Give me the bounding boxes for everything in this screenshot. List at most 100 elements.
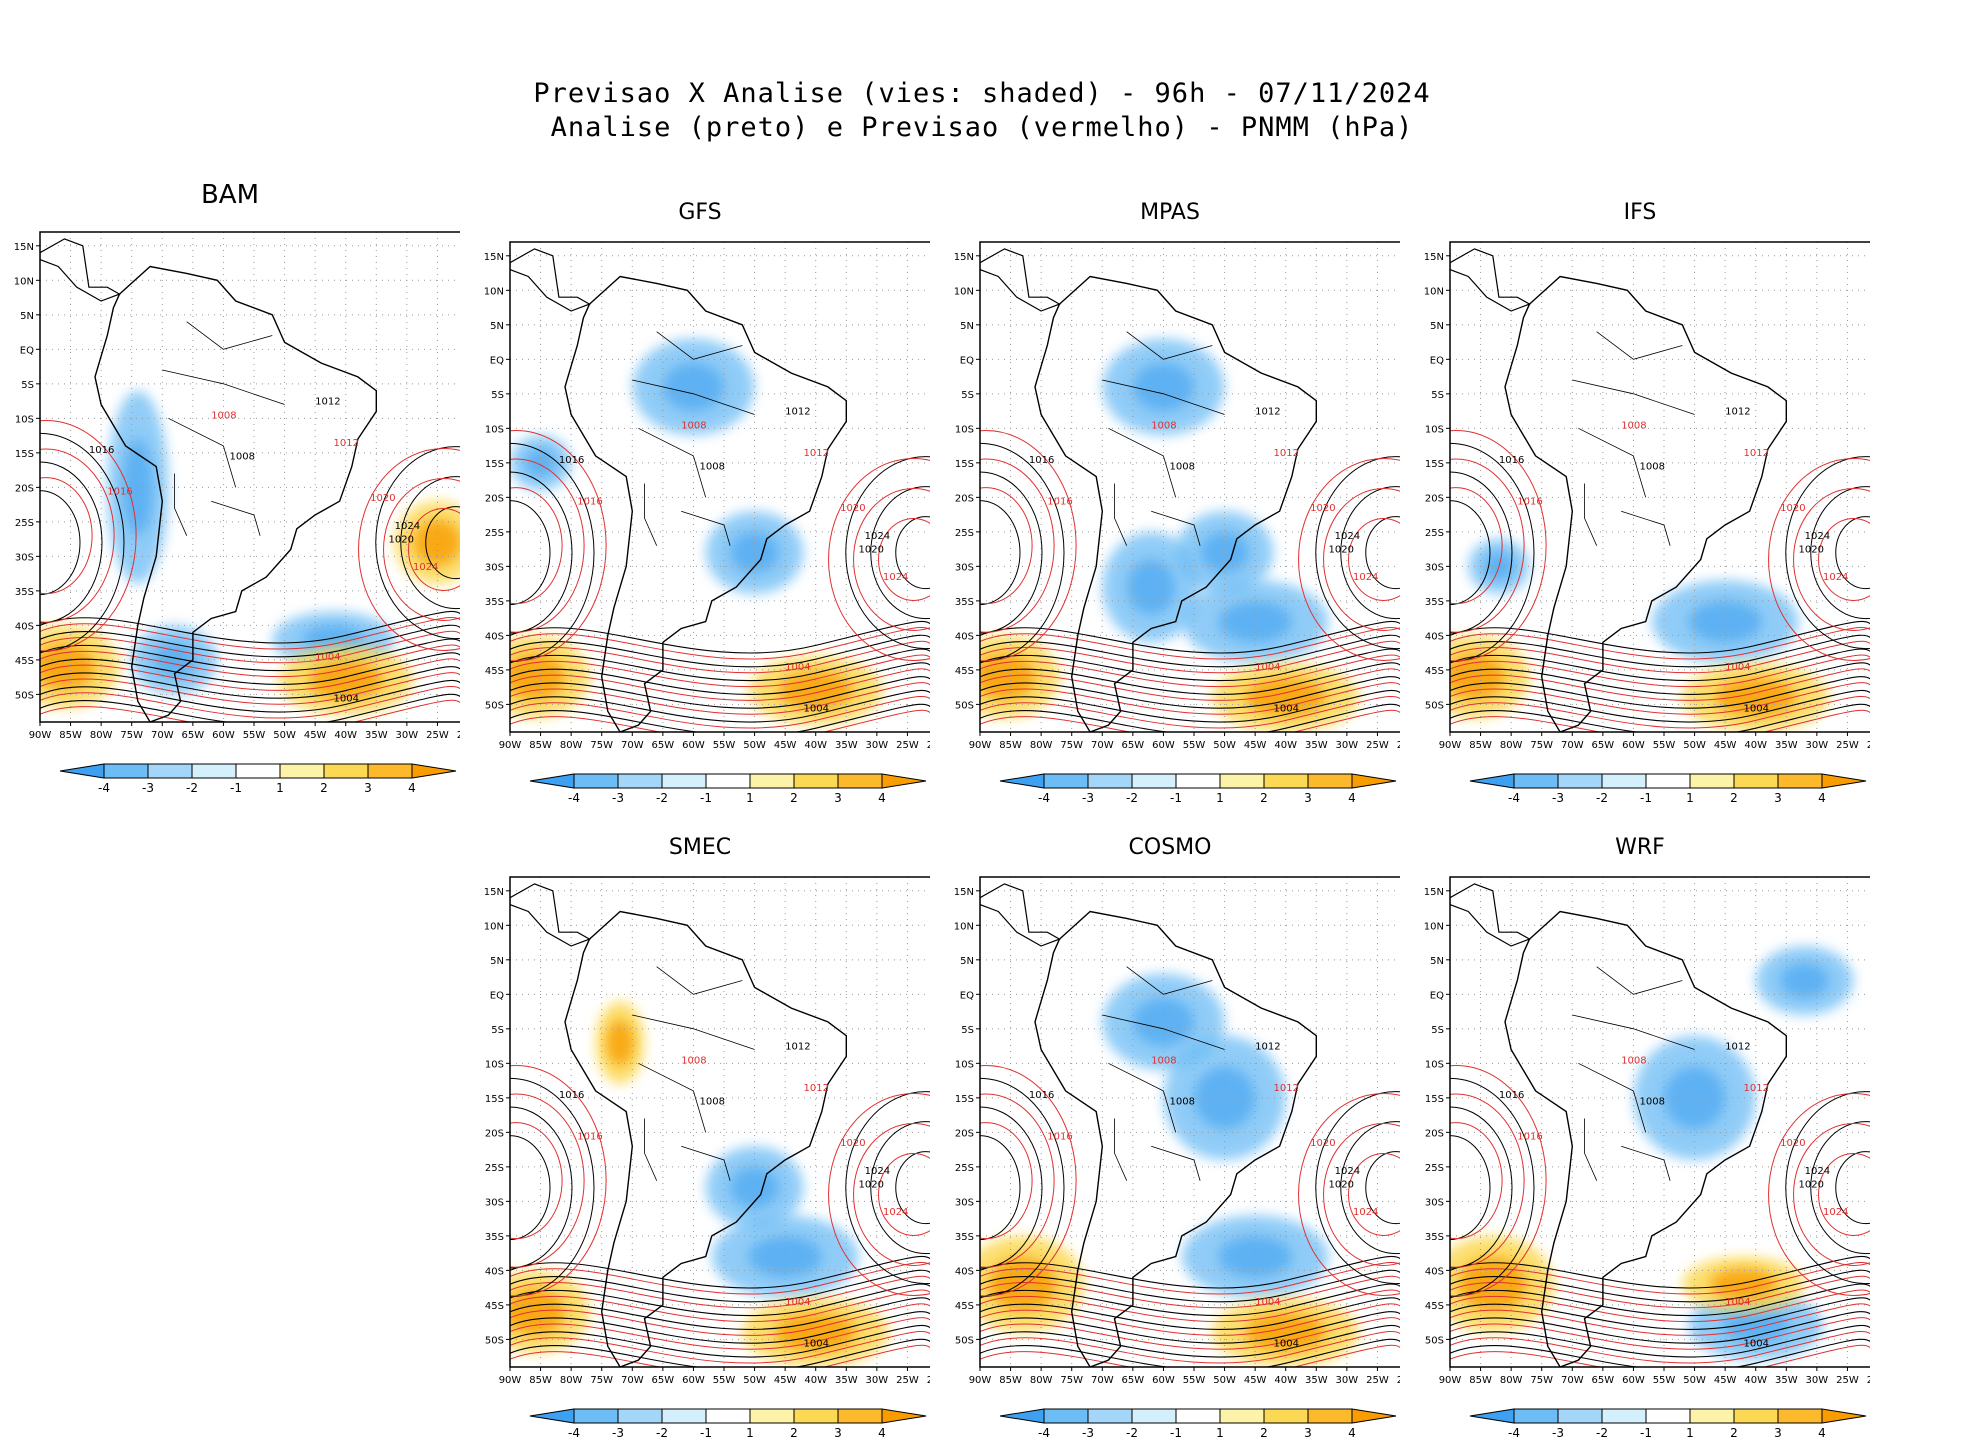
forecast-isobar xyxy=(358,447,460,651)
lat-tick-label: EQ xyxy=(20,345,34,356)
colorbar-label: -3 xyxy=(1082,1426,1094,1440)
lon-tick-label: 35W xyxy=(1775,1375,1798,1386)
forecast-isobar xyxy=(510,1317,930,1350)
colorbar-segment xyxy=(617,1408,663,1424)
lon-tick-label: 25W xyxy=(896,1375,919,1386)
colorbar-label: -3 xyxy=(612,1426,624,1440)
forecast-isobar xyxy=(878,1152,930,1236)
negative-bias-core xyxy=(1126,559,1176,615)
lat-tick-label: 25S xyxy=(955,528,974,539)
analysis-isobar xyxy=(1835,516,1870,590)
analysis-isobar xyxy=(510,500,551,606)
forecast-isobar xyxy=(980,1093,1055,1268)
pressure-label: 1016 xyxy=(577,1131,602,1142)
country-border xyxy=(1572,379,1695,415)
colorbar-segment xyxy=(1351,1408,1397,1424)
panel-title: IFS xyxy=(1623,200,1657,225)
lon-tick-label: 70W xyxy=(1561,740,1584,751)
lon-tick-label: 20W xyxy=(1397,740,1400,751)
colorbar-label: -2 xyxy=(186,781,198,795)
colorbar-segment xyxy=(1043,1408,1089,1424)
colorbar-segment xyxy=(529,1408,575,1424)
colorbar-segment xyxy=(1733,1408,1779,1424)
lat-tick-label: 35S xyxy=(955,1232,974,1243)
colorbar-segment xyxy=(749,1408,795,1424)
lon-tick-label: 25W xyxy=(896,740,919,751)
forecast-isobar xyxy=(980,668,1400,701)
forecast-isobar xyxy=(980,640,1400,674)
pressure-label: 1004 xyxy=(803,703,828,714)
analysis-isobar xyxy=(510,1106,573,1269)
forecast-isobar xyxy=(878,517,930,601)
lon-tick-label: 75W xyxy=(1060,1375,1083,1386)
lon-tick-label: 55W xyxy=(1653,1375,1676,1386)
lat-tick-label: 35S xyxy=(1425,1232,1444,1243)
lon-tick-label: 35W xyxy=(1775,740,1798,751)
analysis-isobar xyxy=(980,1297,1400,1330)
lat-tick-label: 15S xyxy=(955,459,974,470)
forecast-isobar xyxy=(40,644,460,678)
lon-tick-label: 50W xyxy=(743,1375,766,1386)
negative-bias-core xyxy=(1722,1308,1790,1343)
lon-tick-label: 35W xyxy=(835,1375,858,1386)
lon-tick-label: 75W xyxy=(1060,740,1083,751)
colorbar-segment xyxy=(411,763,457,779)
analysis-isobar xyxy=(980,1338,1400,1367)
lat-tick-label: 40S xyxy=(1425,631,1444,642)
pressure-label: 1024 xyxy=(1335,1166,1360,1177)
forecast-isobar xyxy=(510,458,585,633)
forecast-isobar xyxy=(980,429,1077,662)
forecast-isobar xyxy=(510,654,930,688)
colorbar-label: 2 xyxy=(1260,791,1268,805)
pressure-label: 1020 xyxy=(389,535,414,546)
colorbar-segment xyxy=(147,763,193,779)
analysis-isobar xyxy=(1450,689,1870,723)
forecast-isobar xyxy=(1323,1122,1400,1266)
lon-tick-label: 70W xyxy=(1091,1375,1114,1386)
analysis-isobar xyxy=(980,1255,1400,1289)
lat-tick-label: 15N xyxy=(954,252,974,263)
pressure-label: 1016 xyxy=(1029,455,1054,466)
forecast-isobar xyxy=(1450,709,1870,732)
pressure-label: 1016 xyxy=(1517,496,1542,507)
forecast-isobar xyxy=(980,1261,1400,1295)
colorbar-segment xyxy=(279,763,325,779)
coastline xyxy=(94,265,377,722)
positive-bias-core xyxy=(778,671,853,710)
negative-bias-core xyxy=(748,1235,822,1278)
forecast-isobar xyxy=(980,1275,1400,1309)
forecast-isobar xyxy=(510,487,563,605)
forecast-isobar xyxy=(40,477,93,595)
colorbar-label: -3 xyxy=(1082,791,1094,805)
pressure-label: 1012 xyxy=(1273,1083,1298,1094)
lon-tick-label: 30W xyxy=(866,1375,889,1386)
analysis-isobar xyxy=(1315,456,1400,650)
forecast-isobar xyxy=(1450,1330,1870,1364)
lon-tick-label: 65W xyxy=(182,730,205,741)
pressure-label: 1004 xyxy=(1725,1297,1750,1308)
lon-tick-label: 25W xyxy=(1366,1375,1389,1386)
country-border xyxy=(656,331,743,360)
colorbar-segment xyxy=(881,773,927,789)
pressure-label: 1016 xyxy=(1047,1131,1072,1142)
lat-tick-label: 10S xyxy=(485,424,504,435)
lat-tick-label: 15N xyxy=(484,252,504,263)
country-border xyxy=(632,1014,755,1050)
lat-tick-label: 20S xyxy=(485,493,504,504)
colorbar-label: 4 xyxy=(878,791,886,805)
lat-tick-label: 35S xyxy=(485,1232,504,1243)
analysis-isobar xyxy=(1450,676,1870,709)
analysis-isobar xyxy=(510,1324,930,1358)
analysis-isobar xyxy=(870,486,930,620)
lat-tick-label: 50S xyxy=(1425,700,1444,711)
lon-tick-label: 40W xyxy=(804,740,827,751)
colorbar-segment xyxy=(103,763,149,779)
country-border xyxy=(1596,966,1683,995)
panel-gfs: GFS 1012 1012 1008 1008 1016 1016 1020 1020 1024 1… xyxy=(470,200,930,820)
lat-tick-label: 5N xyxy=(20,311,34,322)
colorbar: -4 -3 -2 -1 1 2 3 4 xyxy=(59,763,457,795)
forecast-isobar xyxy=(383,477,460,621)
forecast-isobar xyxy=(980,1289,1400,1323)
analysis-isobar xyxy=(40,652,460,685)
map-plot: 1012 1012 1008 1008 1016 1016 1020 1020 1024 1024… xyxy=(1424,241,1870,805)
